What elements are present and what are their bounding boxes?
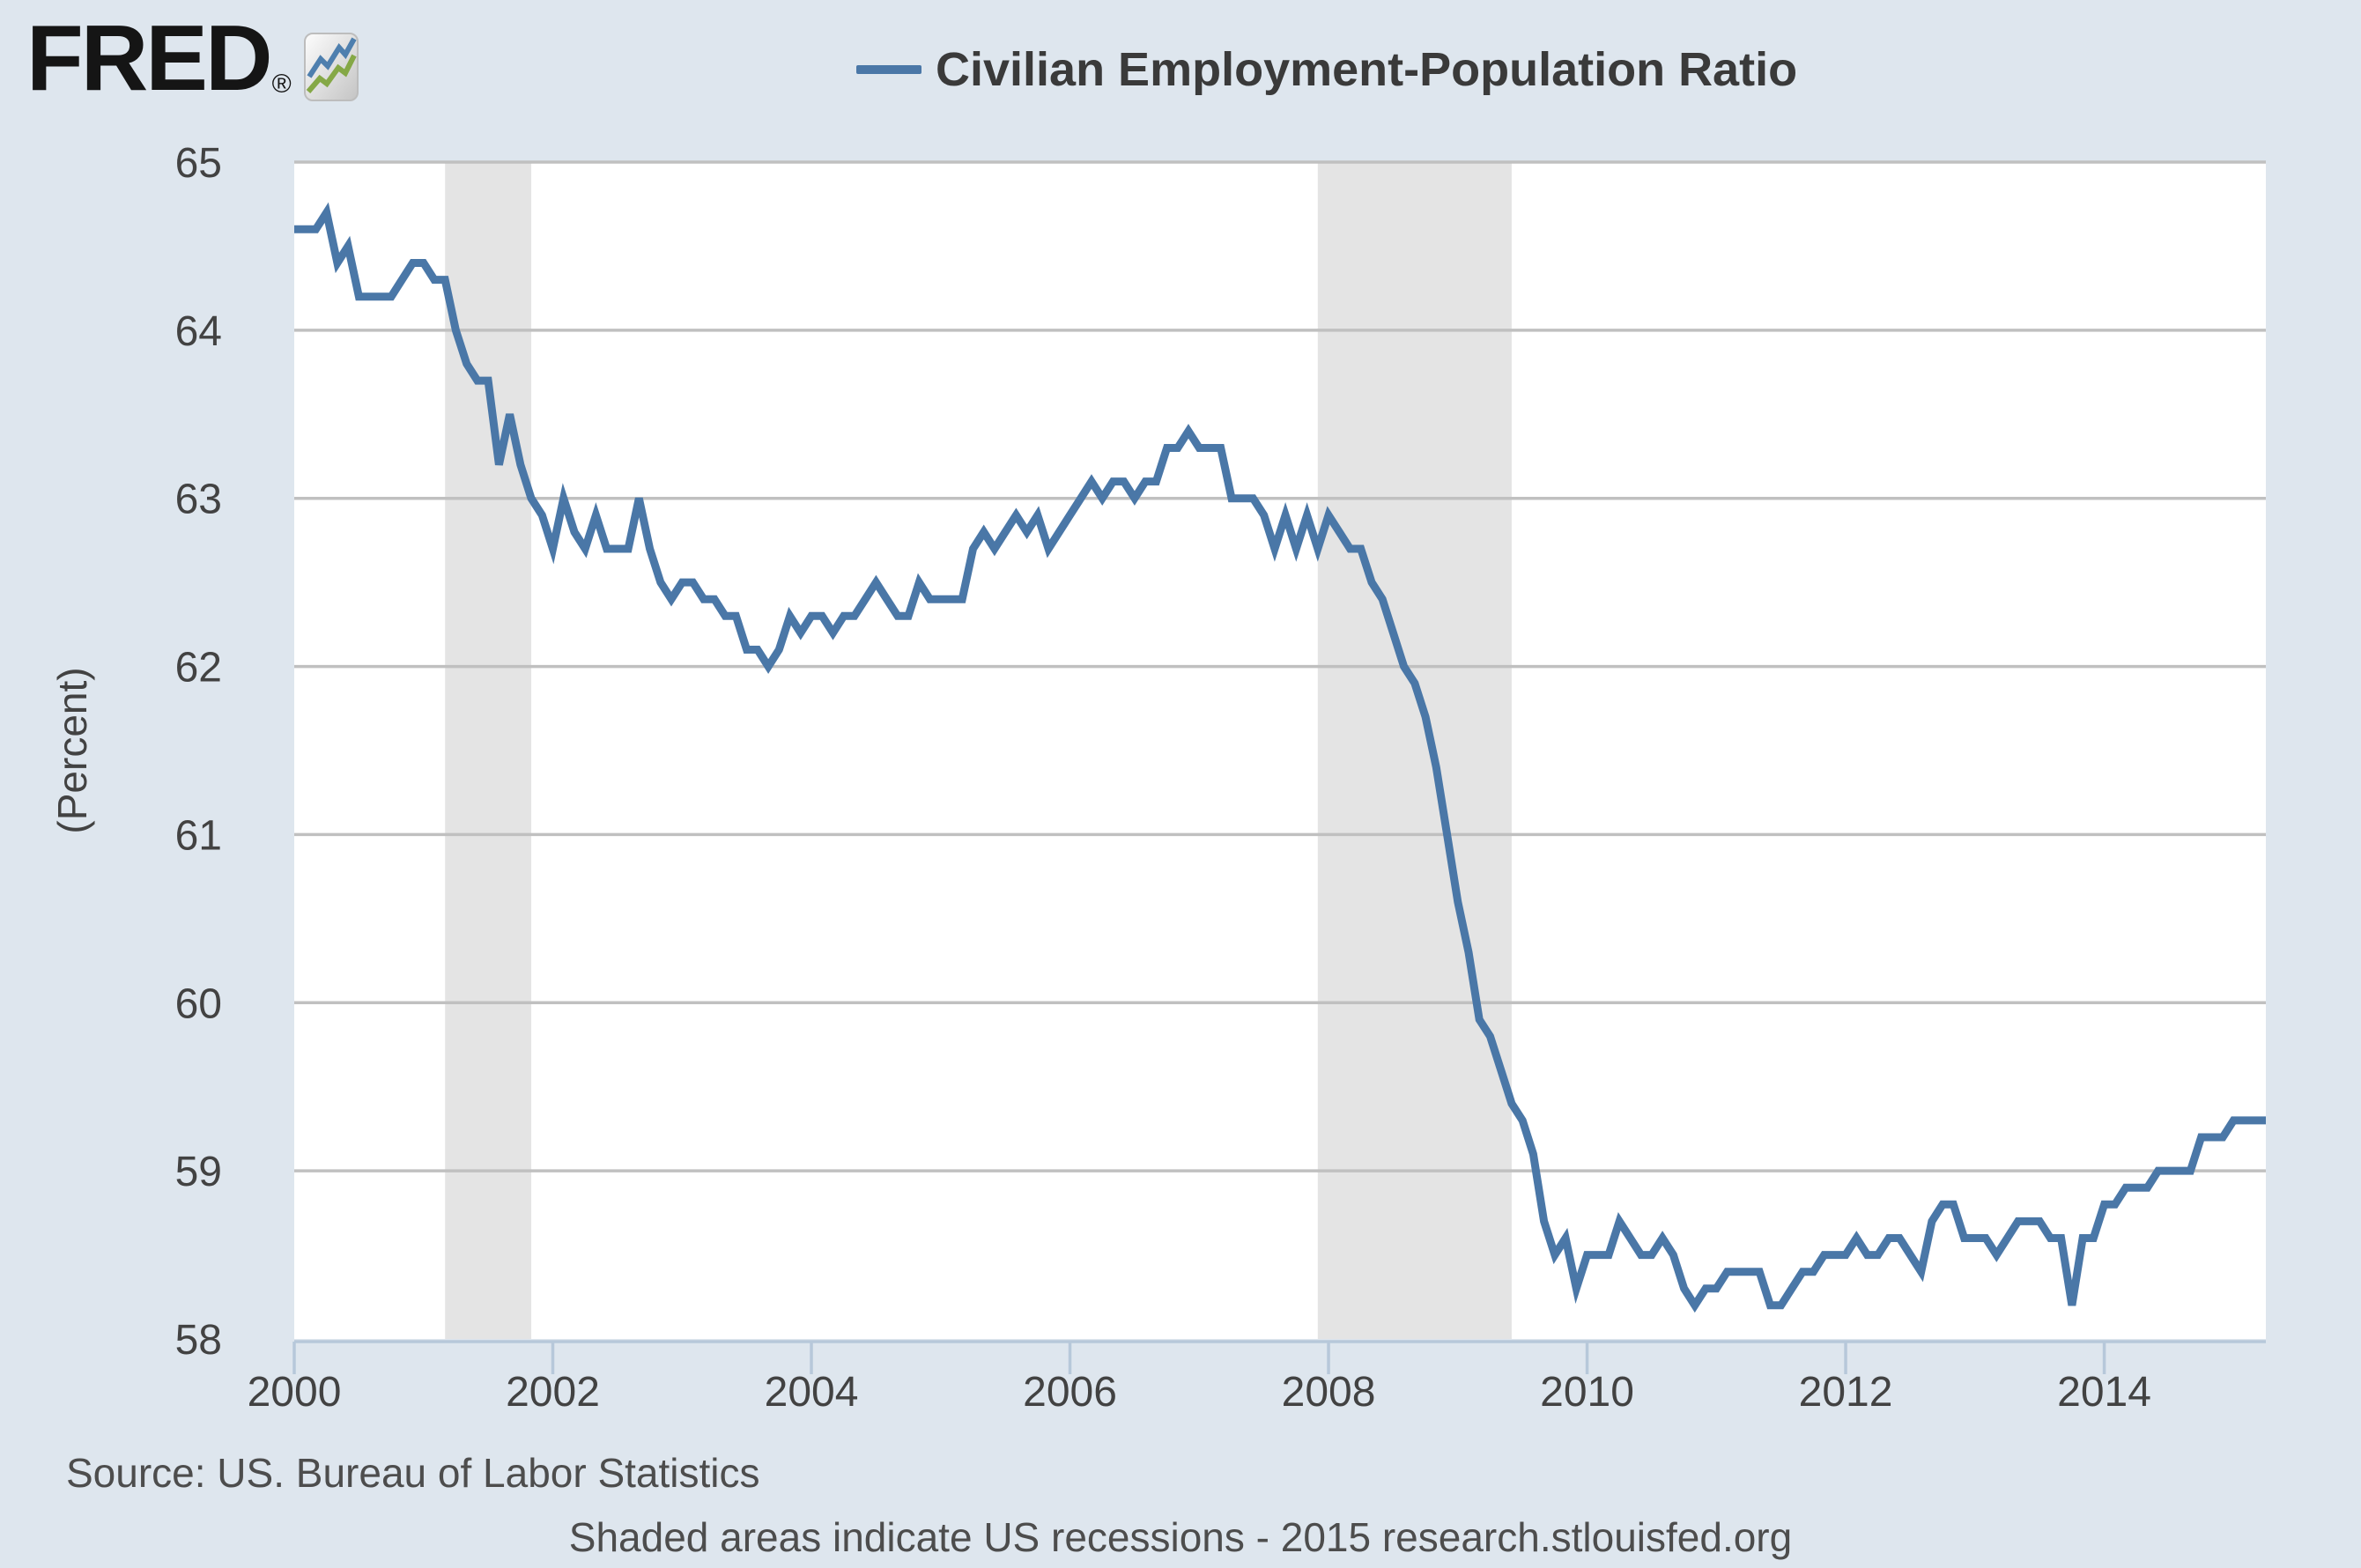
- registered-trademark-icon: ®: [271, 69, 292, 99]
- axis-tick-labels: 65 64 63 62 61 60 59 58 2000 2002 2004 2006 2008 2010…: [175, 140, 2151, 1416]
- y-tick-label: 62: [175, 645, 222, 692]
- y-tick-label: 59: [175, 1149, 222, 1195]
- x-tick-label: 2000: [248, 1369, 342, 1416]
- y-tick-label: 58: [175, 1317, 222, 1364]
- fred-logo: FRED ®: [26, 6, 359, 110]
- recession-bands: [445, 162, 1512, 1339]
- plot-area: [294, 162, 2266, 1339]
- x-axis: [292, 1340, 2266, 1374]
- y-tick-label: 65: [175, 140, 222, 187]
- fred-logo-text: FRED: [26, 6, 273, 110]
- source-attribution: Source: US. Bureau of Labor Statistics: [66, 1450, 760, 1496]
- x-tick-label: 2002: [506, 1369, 600, 1416]
- y-tick-label: 63: [175, 477, 222, 523]
- x-tick-label: 2008: [1282, 1369, 1376, 1416]
- legend-series-label: Civilian Employment-Population Ratio: [936, 43, 1798, 96]
- x-tick-label: 2014: [2057, 1369, 2151, 1416]
- data-series-line: [294, 202, 2266, 1313]
- x-tick-label: 2004: [765, 1369, 859, 1416]
- y-tick-label: 64: [175, 308, 222, 355]
- recession-band: [1317, 162, 1512, 1339]
- y-tick-label: 61: [175, 812, 222, 859]
- y-tick-label: 60: [175, 980, 222, 1027]
- recession-shading-note: Shaded areas indicate US recessions - 20…: [568, 1514, 1793, 1560]
- y-axis-unit-label: (Percent): [49, 667, 95, 834]
- x-tick-label: 2010: [1540, 1369, 1634, 1416]
- recession-band: [445, 162, 532, 1339]
- gridlines: [294, 160, 2266, 1172]
- legend-line-swatch: [856, 65, 921, 74]
- x-tick-label: 2006: [1023, 1369, 1117, 1416]
- fred-sparkline-icon: [303, 32, 359, 101]
- chart-legend: Civilian Employment-Population Ratio: [856, 42, 1797, 97]
- series-line-civilian-employment-population-ratio: [294, 202, 2266, 1313]
- x-tick-label: 2012: [1799, 1369, 1893, 1416]
